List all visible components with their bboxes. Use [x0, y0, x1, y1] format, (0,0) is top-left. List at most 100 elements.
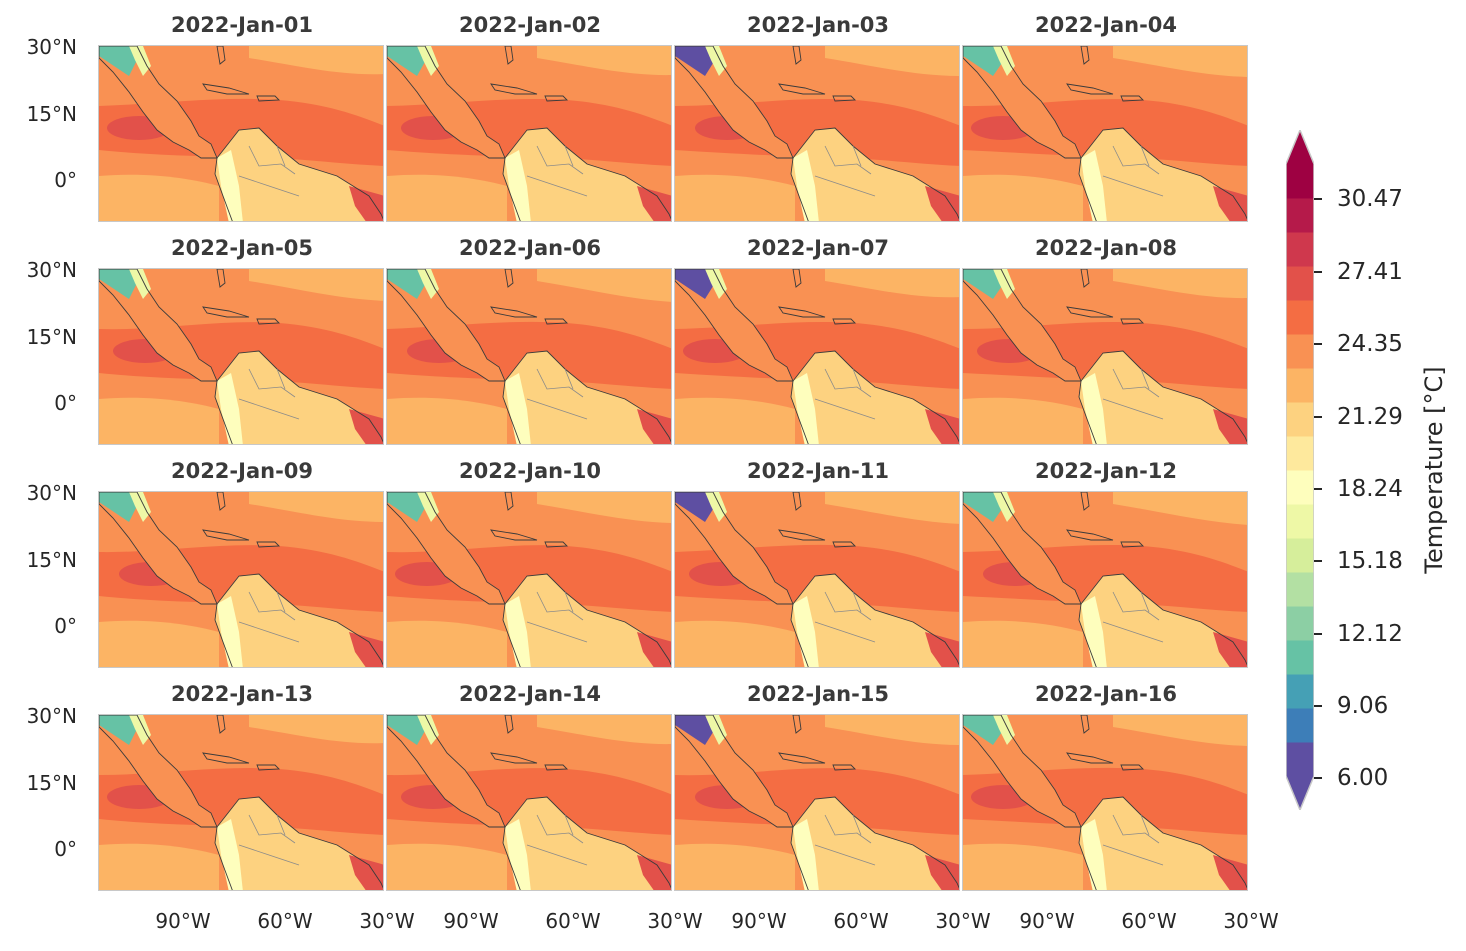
- map-svg: [963, 269, 1247, 444]
- colorbar-label: Temperature [°C]: [1420, 366, 1448, 574]
- hot-core: [349, 409, 383, 444]
- cool-band: [1113, 46, 1247, 77]
- colorbar-extend-min: [1286, 776, 1314, 810]
- colorbar-segment: [1286, 470, 1314, 505]
- hot-core: [349, 186, 383, 221]
- cool-band: [675, 620, 795, 667]
- map-panel: [674, 714, 960, 891]
- lon-label: 30°W: [1223, 909, 1279, 933]
- colorbar-tick: [1314, 488, 1322, 490]
- coastline: [214, 127, 383, 221]
- coastline: [832, 764, 857, 771]
- country-border: [1102, 145, 1164, 197]
- map-panel: [98, 491, 384, 668]
- colorbar-segment: [1286, 198, 1314, 233]
- lon-label: 90°W: [443, 909, 499, 933]
- coastline: [202, 83, 250, 95]
- lon-label: 60°W: [545, 909, 601, 933]
- panel-title: 2022-Jan-04: [1034, 13, 1178, 37]
- land-south-america: [503, 574, 671, 667]
- land-south-america: [1079, 128, 1247, 221]
- coastline: [778, 83, 826, 95]
- cold-region: [129, 715, 151, 745]
- map-panel: [98, 45, 384, 222]
- coastline: [675, 46, 794, 159]
- colorbar-segment: [1286, 402, 1314, 437]
- country-border: [526, 591, 588, 643]
- andes-strip: [505, 150, 531, 221]
- cool-band: [387, 174, 507, 221]
- cool-band: [99, 174, 219, 221]
- map-svg: [99, 492, 383, 667]
- colorbar-tick-label: 24.35: [1337, 331, 1403, 357]
- colorbar-segment: [1286, 266, 1314, 301]
- cold-region: [675, 269, 715, 299]
- country-border: [814, 368, 876, 420]
- map-svg: [675, 492, 959, 667]
- hot-core: [925, 855, 959, 890]
- coastline: [792, 492, 802, 511]
- colorbar-tick: [1314, 343, 1322, 345]
- map-panel: [962, 491, 1248, 668]
- andes-strip: [793, 596, 819, 667]
- lon-label: 30°W: [359, 909, 415, 933]
- country-border: [526, 145, 588, 197]
- colorbar-tick-label: 27.41: [1337, 259, 1403, 285]
- coastline: [1066, 752, 1114, 764]
- panel-title: 2022-Jan-12: [1034, 459, 1178, 483]
- land-south-america: [791, 574, 959, 667]
- land-south-america: [215, 574, 383, 667]
- map-svg: [387, 492, 671, 667]
- lat-label: 15°N: [26, 325, 77, 349]
- lat-label: 15°N: [26, 102, 77, 126]
- hot-core: [1213, 186, 1247, 221]
- colorbar-tick: [1314, 777, 1322, 779]
- country-border: [238, 368, 300, 420]
- colorbar-segment: [1286, 300, 1314, 335]
- coastline: [256, 318, 281, 325]
- andes-strip: [217, 596, 243, 667]
- cold-region: [387, 269, 426, 299]
- coastline: [1066, 83, 1114, 95]
- cold-region: [993, 46, 1015, 76]
- colorbar-segment: [1286, 708, 1314, 743]
- coastline: [202, 529, 250, 541]
- coastline: [202, 752, 250, 764]
- country-border: [526, 368, 588, 420]
- lat-label: 30°N: [26, 35, 77, 59]
- colorbar-segment: [1286, 504, 1314, 539]
- cold-region: [99, 715, 137, 745]
- colorbar-segment: [1286, 436, 1314, 471]
- coastline: [490, 529, 538, 541]
- map-svg: [963, 492, 1247, 667]
- cold-region: [387, 492, 426, 522]
- country-border: [238, 591, 300, 643]
- lon-label: 30°W: [647, 909, 703, 933]
- land-south-america: [791, 128, 959, 221]
- land-south-america: [215, 797, 383, 890]
- cool-band: [537, 269, 671, 302]
- coastline: [832, 318, 857, 325]
- map-svg: [99, 46, 383, 221]
- colorbar-tick: [1314, 560, 1322, 562]
- andes-strip: [217, 373, 243, 444]
- map-svg: [99, 715, 383, 890]
- land-south-america: [503, 797, 671, 890]
- coastline: [99, 715, 218, 828]
- coastline: [790, 573, 959, 667]
- map-panel: [962, 268, 1248, 445]
- cool-band: [675, 174, 795, 221]
- cold-region: [129, 492, 151, 522]
- cold-region: [705, 715, 727, 745]
- cold-region: [675, 46, 715, 76]
- coastline: [214, 796, 383, 890]
- andes-strip: [505, 596, 531, 667]
- coastline: [544, 541, 569, 548]
- land-south-america: [1079, 351, 1247, 444]
- coastline: [256, 764, 281, 771]
- land-south-america: [791, 351, 959, 444]
- map-svg: [675, 269, 959, 444]
- coastline: [792, 46, 802, 65]
- cool-band: [825, 46, 959, 76]
- cold-region: [417, 492, 439, 522]
